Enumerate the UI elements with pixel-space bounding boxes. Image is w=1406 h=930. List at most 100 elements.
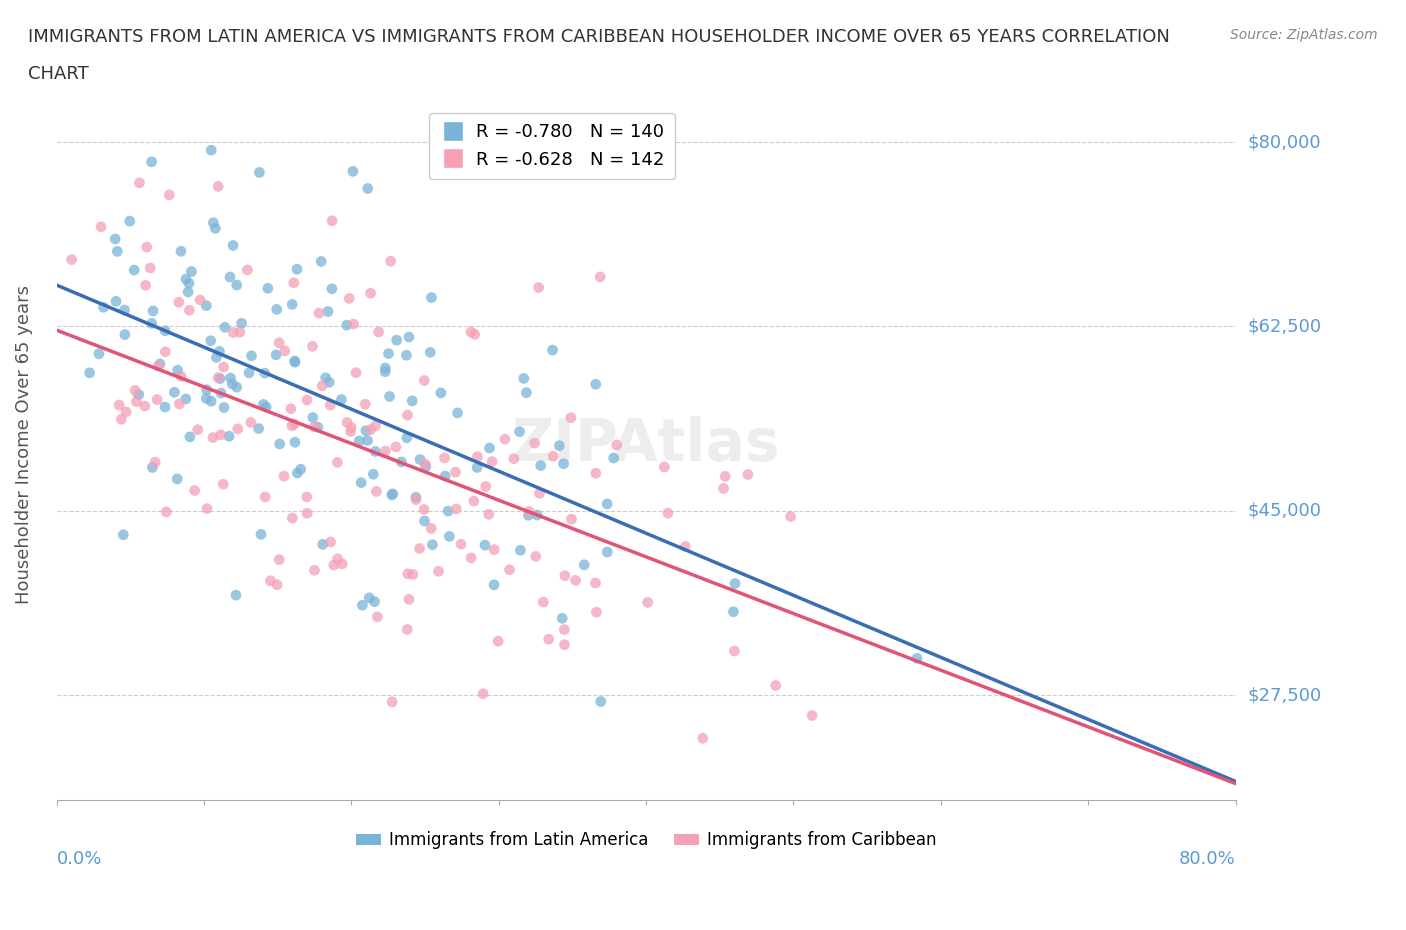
Point [527,280,550,295]
Point [336,318,359,333]
Point [105,244,128,259]
Point [363,467,385,482]
Point [430,385,453,400]
Point [281,297,304,312]
Point [264,348,287,363]
Point [330,392,353,407]
Text: IMMIGRANTS FROM LATIN AMERICA VS IMMIGRANTS FROM CARIBBEAN HOUSEHOLDER INCOME OV: IMMIGRANTS FROM LATIN AMERICA VS IMMIGRA… [28,28,1170,46]
Point [188,293,211,308]
Point [226,421,249,436]
Point [201,430,224,445]
Text: Source: ZipAtlas.com: Source: ZipAtlas.com [1230,28,1378,42]
Point [174,272,197,286]
Point [148,358,170,373]
Point [342,316,364,331]
Point [309,254,332,269]
Point [385,333,408,348]
Point [200,393,222,408]
Point [141,316,163,331]
Point [460,325,482,339]
Point [166,363,188,378]
Point [396,622,419,637]
Point [326,551,349,566]
Point [141,154,163,169]
Point [523,435,546,450]
Point [149,356,172,371]
Point [256,281,278,296]
Point [167,295,190,310]
Point [214,320,236,335]
Point [553,637,575,652]
Point [437,504,460,519]
Point [170,244,193,259]
Point [170,369,193,384]
Point [177,285,200,299]
Text: $27,500: $27,500 [1247,686,1322,704]
Point [114,302,136,317]
Point [202,216,225,231]
Point [222,238,245,253]
Point [209,386,232,401]
Point [408,541,430,556]
Point [225,278,247,293]
Point [141,460,163,475]
Point [513,371,536,386]
Point [478,441,501,456]
Point [225,588,247,603]
Point [79,365,101,380]
Point [589,270,612,285]
Point [104,232,127,246]
Point [422,538,444,552]
Point [433,450,456,465]
Point [247,165,270,179]
Point [396,566,419,581]
Point [367,325,389,339]
Point [200,143,222,158]
Point [274,343,297,358]
Point [541,342,564,357]
Point [498,563,520,578]
Point [280,401,302,416]
Point [153,324,176,339]
Point [374,365,396,379]
Point [321,282,343,297]
Point [105,294,128,309]
Point [654,459,676,474]
Point [259,573,281,588]
Point [529,485,551,500]
Point [517,504,540,519]
Point [308,306,330,321]
Point [110,412,132,427]
Point [284,435,307,450]
Point [128,176,150,191]
Point [60,252,83,267]
Point [723,604,745,619]
Y-axis label: Householder Income Over 65 years: Householder Income Over 65 years [15,286,32,604]
Point [714,469,737,484]
Point [304,563,326,578]
Point [112,527,135,542]
Point [439,529,461,544]
Point [252,397,274,412]
Point [295,506,318,521]
Point [253,365,276,380]
Point [283,417,305,432]
Point [212,477,235,492]
Point [354,423,377,438]
Point [207,179,229,193]
Point [509,543,531,558]
Point [434,469,457,484]
Point [354,397,377,412]
Point [385,440,408,455]
Point [420,290,443,305]
Point [195,299,218,313]
Point [548,438,571,453]
Point [352,598,374,613]
Point [572,557,595,572]
Point [229,325,252,339]
Point [315,370,337,385]
Text: $45,000: $45,000 [1247,501,1322,520]
Point [378,389,401,404]
Point [125,394,148,409]
Point [195,382,218,397]
